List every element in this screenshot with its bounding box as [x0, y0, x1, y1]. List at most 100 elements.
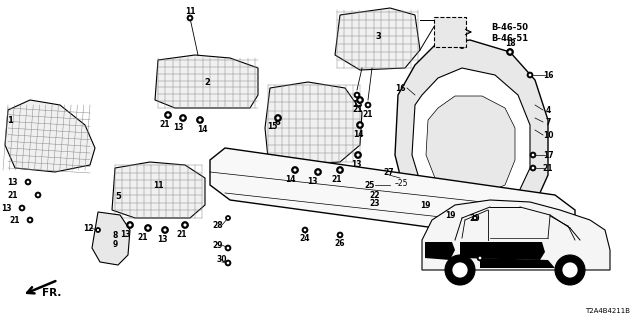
Circle shape: [145, 225, 152, 231]
Circle shape: [97, 229, 99, 231]
Text: 25: 25: [365, 180, 375, 189]
Circle shape: [508, 51, 511, 53]
Circle shape: [293, 168, 296, 172]
Text: 24: 24: [300, 234, 310, 243]
Circle shape: [445, 255, 475, 285]
Polygon shape: [112, 162, 205, 218]
Text: 12: 12: [83, 223, 93, 233]
Text: 16: 16: [395, 84, 405, 92]
Circle shape: [358, 99, 362, 101]
Circle shape: [19, 205, 25, 211]
Text: 13: 13: [157, 235, 167, 244]
Circle shape: [164, 111, 172, 118]
Circle shape: [316, 171, 319, 173]
Text: 22: 22: [370, 190, 380, 199]
Text: 17: 17: [543, 150, 554, 159]
Text: 16: 16: [543, 70, 553, 79]
Text: 13: 13: [8, 178, 18, 187]
Text: 14: 14: [353, 130, 364, 139]
Circle shape: [225, 245, 231, 251]
Polygon shape: [425, 242, 455, 260]
Text: 19: 19: [445, 211, 455, 220]
Circle shape: [530, 165, 536, 171]
Circle shape: [527, 72, 533, 78]
Text: 13: 13: [120, 229, 131, 238]
Circle shape: [189, 17, 191, 19]
Text: 20: 20: [470, 213, 480, 222]
Text: 30: 30: [217, 255, 227, 265]
Circle shape: [36, 194, 39, 196]
Text: 21: 21: [10, 215, 20, 225]
Text: 3: 3: [375, 31, 381, 41]
Circle shape: [339, 234, 341, 236]
Circle shape: [27, 181, 29, 183]
Circle shape: [302, 227, 308, 233]
Circle shape: [314, 169, 321, 175]
Text: 13: 13: [1, 204, 12, 212]
Text: 18: 18: [505, 38, 515, 47]
Circle shape: [532, 154, 534, 156]
Circle shape: [562, 262, 578, 278]
Text: –25: –25: [395, 179, 408, 188]
Circle shape: [161, 227, 168, 234]
Text: 27: 27: [384, 167, 394, 177]
Circle shape: [147, 227, 150, 229]
Circle shape: [529, 74, 531, 76]
Text: 15: 15: [267, 122, 277, 131]
Text: 11: 11: [153, 180, 163, 189]
Circle shape: [227, 247, 229, 249]
Circle shape: [472, 215, 477, 220]
Circle shape: [367, 104, 369, 106]
Circle shape: [187, 15, 193, 21]
Circle shape: [477, 255, 483, 261]
Polygon shape: [422, 200, 610, 270]
Circle shape: [354, 92, 360, 98]
Circle shape: [355, 151, 362, 158]
Circle shape: [182, 221, 189, 228]
Circle shape: [127, 221, 134, 228]
Text: 21: 21: [8, 190, 18, 199]
Text: 21: 21: [363, 109, 373, 118]
Circle shape: [198, 118, 202, 122]
Text: 21: 21: [177, 229, 188, 238]
Polygon shape: [5, 100, 95, 172]
Text: FR.: FR.: [42, 288, 61, 298]
Circle shape: [447, 29, 453, 35]
Text: –21: –21: [495, 255, 509, 265]
Text: 1: 1: [7, 116, 13, 124]
Text: 8: 8: [112, 230, 118, 239]
Circle shape: [339, 168, 342, 172]
Circle shape: [449, 31, 451, 33]
Circle shape: [227, 217, 229, 219]
Text: 6: 6: [274, 117, 280, 126]
Circle shape: [458, 42, 465, 49]
Text: 13: 13: [352, 100, 362, 108]
Circle shape: [25, 179, 31, 185]
Circle shape: [337, 232, 343, 238]
Text: 19: 19: [420, 201, 430, 210]
Circle shape: [356, 122, 364, 129]
Text: 13: 13: [173, 123, 183, 132]
Circle shape: [337, 166, 344, 173]
Polygon shape: [335, 8, 420, 70]
Circle shape: [532, 167, 534, 169]
Circle shape: [196, 116, 204, 124]
Text: T2A4B4211B: T2A4B4211B: [585, 308, 630, 314]
Circle shape: [530, 152, 536, 158]
Text: 29: 29: [212, 241, 223, 250]
Circle shape: [291, 166, 298, 173]
Circle shape: [356, 97, 364, 103]
Text: B-46-50: B-46-50: [492, 22, 529, 31]
Circle shape: [275, 115, 282, 122]
Polygon shape: [426, 96, 515, 196]
Polygon shape: [412, 68, 530, 212]
Circle shape: [27, 217, 33, 223]
Circle shape: [20, 207, 23, 209]
Circle shape: [181, 116, 184, 120]
Text: 23: 23: [370, 198, 380, 207]
Circle shape: [95, 228, 100, 233]
Text: 11: 11: [185, 6, 195, 15]
Text: 4: 4: [545, 106, 550, 115]
Circle shape: [474, 217, 476, 219]
Circle shape: [506, 49, 513, 55]
